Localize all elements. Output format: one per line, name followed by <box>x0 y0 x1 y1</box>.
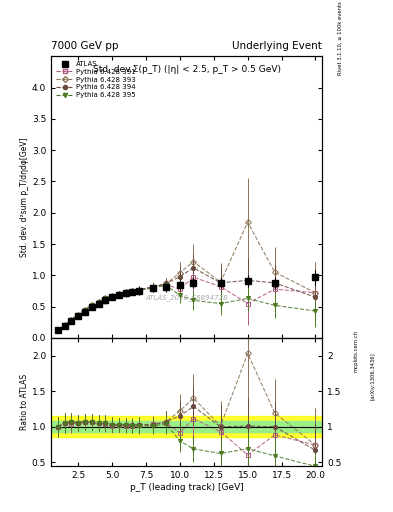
ATLAS <box>55 327 60 333</box>
ATLAS <box>191 281 196 287</box>
ATLAS <box>110 294 114 301</box>
ATLAS <box>178 282 182 288</box>
ATLAS <box>218 280 223 286</box>
ATLAS <box>90 304 94 310</box>
ATLAS <box>164 284 169 290</box>
ATLAS <box>62 323 67 329</box>
X-axis label: p_T (leading track) [GeV]: p_T (leading track) [GeV] <box>130 482 244 492</box>
Text: 7000 GeV pp: 7000 GeV pp <box>51 41 119 51</box>
ATLAS <box>123 290 128 296</box>
Text: Rivet 3.1.10, ≥ 100k events: Rivet 3.1.10, ≥ 100k events <box>338 2 343 75</box>
Text: [arXiv:1306.3436]: [arXiv:1306.3436] <box>369 352 375 400</box>
ATLAS <box>76 313 81 319</box>
Y-axis label: Ratio to ATLAS: Ratio to ATLAS <box>20 374 29 430</box>
Text: Underlying Event: Underlying Event <box>232 41 322 51</box>
ATLAS <box>83 309 87 315</box>
ATLAS <box>130 289 135 295</box>
ATLAS <box>313 274 318 280</box>
Text: Std. dev.Σ(p_T) (|η| < 2.5, p_T > 0.5 GeV): Std. dev.Σ(p_T) (|η| < 2.5, p_T > 0.5 Ge… <box>93 65 281 74</box>
Legend: ATLAS, Pythia 6.428 391, Pythia 6.428 393, Pythia 6.428 394, Pythia 6.428 395: ATLAS, Pythia 6.428 391, Pythia 6.428 39… <box>55 60 137 99</box>
Text: mcplots.cern.ch: mcplots.cern.ch <box>354 330 359 372</box>
ATLAS <box>103 297 108 304</box>
ATLAS <box>245 278 250 284</box>
ATLAS <box>116 292 121 298</box>
Text: ATLAS_2010_S8894728: ATLAS_2010_S8894728 <box>145 294 228 301</box>
ATLAS <box>137 288 141 294</box>
ATLAS <box>151 285 155 291</box>
ATLAS <box>96 301 101 307</box>
ATLAS <box>272 280 277 286</box>
ATLAS <box>69 318 74 324</box>
Line: ATLAS: ATLAS <box>55 274 318 333</box>
Y-axis label: Std. dev. d²sum p_T/dηdφ[GeV]: Std. dev. d²sum p_T/dηdφ[GeV] <box>20 137 29 257</box>
